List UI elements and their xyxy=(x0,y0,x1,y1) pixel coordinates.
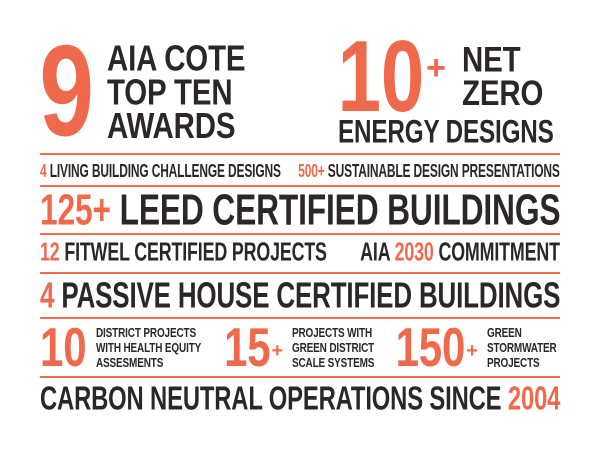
stat-label-net-zero: NET ZERO xyxy=(461,39,544,113)
divider-rule xyxy=(40,376,560,378)
stat-number: 4 xyxy=(40,159,47,181)
stat-label: COMMITMENT xyxy=(438,238,560,267)
metric-label: GREEN STORMWATER PROJECTS xyxy=(486,325,557,370)
row-carbon-neutral: CARBON NEUTRAL OPERATIONS SINCE 2004 xyxy=(40,378,560,418)
stat-label: LEED CERTIFIED BUILDINGS xyxy=(119,185,561,234)
row-leed-buildings: 125+ LEED CERTIFIED BUILDINGS xyxy=(40,185,561,235)
divider-rule xyxy=(40,317,560,319)
stat-label: PASSIVE HOUSE CERTIFIED BUILDINGS xyxy=(61,273,561,316)
divider-rule xyxy=(40,233,560,235)
stat-number-9: 9 xyxy=(39,19,94,164)
stat-number: 500+ xyxy=(298,159,325,181)
stat-label: FITWEL CERTIFIED PROJECTS xyxy=(64,238,327,267)
metric-green-district: 15 + PROJECTS WITH GREEN DISTRICT SCALE SY… xyxy=(224,320,379,375)
stat-aia-cote-awards: 9 AIA COTE TOP TEN AWARDS xyxy=(39,27,258,157)
stat-number: 2030 xyxy=(394,238,434,267)
metric-label: PROJECTS WITH GREEN DISTRICT SCALE SYSTEMS xyxy=(292,325,375,370)
hero-section: 9 AIA COTE TOP TEN AWARDS 10 + NET ZERO ENE… xyxy=(39,25,560,157)
row-building-challenge: 4 LIVING BUILDING CHALLENGE DESIGNS 500+… xyxy=(40,155,560,185)
stat-line: 4 LIVING BUILDING CHALLENGE DESIGNS 500+… xyxy=(40,160,560,181)
stat-number: 12 xyxy=(40,238,60,267)
row-metrics: 10 DISTRICT PROJECTS WITH HEALTH EQUITY AS… xyxy=(40,319,560,376)
stat-line: CARBON NEUTRAL OPERATIONS SINCE 2004 xyxy=(40,378,560,418)
divider-rule xyxy=(40,153,560,155)
stat-label: AIA xyxy=(360,238,390,267)
stat-line: 4 PASSIVE HOUSE CERTIFIED BUILDINGS xyxy=(40,274,560,317)
stat-label: CARBON NEUTRAL OPERATIONS SINCE xyxy=(40,377,502,417)
metric-stormwater: 150 + GREEN STORMWATER PROJECTS xyxy=(396,320,560,375)
stat-number: 4 xyxy=(40,273,55,316)
divider-rule xyxy=(40,185,560,187)
metric-number: 10 xyxy=(40,316,87,378)
row-passive-house: 4 PASSIVE HOUSE CERTIFIED BUILDINGS xyxy=(40,274,560,317)
plus-sign: + xyxy=(426,48,446,87)
metric-label: DISTRICT PROJECTS WITH HEALTH EQUITY ASSES… xyxy=(96,325,202,370)
divider-rule xyxy=(40,272,560,274)
stat-line: 12 FITWEL CERTIFIED PROJECTS AIA 2030 CO… xyxy=(40,239,560,269)
net-zero-top-row: 10 + NET ZERO xyxy=(338,25,548,126)
plus-sign: + xyxy=(466,340,478,362)
stat-label: LIVING BUILDING CHALLENGE DESIGNS xyxy=(49,159,281,181)
stat-net-zero: 10 + NET ZERO ENERGY DESIGNS xyxy=(337,25,560,151)
row-fitwel-aia2030: 12 FITWEL CERTIFIED PROJECTS AIA 2030 CO… xyxy=(40,235,560,272)
stat-line: 125+ LEED CERTIFIED BUILDINGS xyxy=(40,185,561,235)
stat-label: SUSTAINABLE DESIGN PRESENTATIONS xyxy=(327,159,560,181)
stat-number-10: 10 xyxy=(337,18,425,134)
stat-number: 125+ xyxy=(40,185,111,234)
metric-health-equity: 10 DISTRICT PROJECTS WITH HEALTH EQUITY AS… xyxy=(40,320,207,375)
plus-sign: + xyxy=(271,340,283,362)
infographic-page: 9 AIA COTE TOP TEN AWARDS 10 + NET ZERO ENE… xyxy=(0,25,600,450)
stat-sublabel-energy-designs: ENERGY DESIGNS xyxy=(337,113,554,151)
metric-number: 15 xyxy=(224,316,271,378)
metric-number: 150 xyxy=(395,316,466,378)
stat-number: 2004 xyxy=(507,377,561,417)
stat-label-aia-cote: AIA COTE TOP TEN AWARDS xyxy=(107,38,246,146)
